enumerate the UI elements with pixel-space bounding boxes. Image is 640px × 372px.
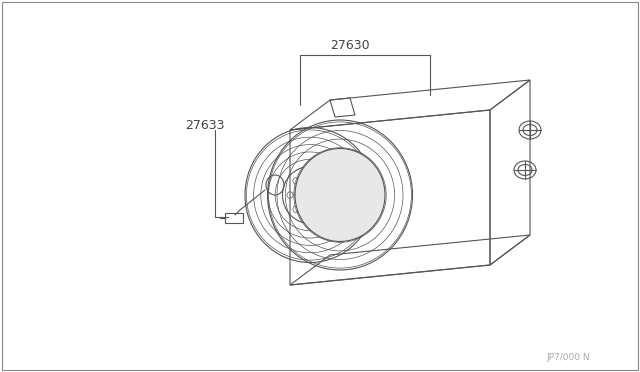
Text: 27630: 27630 [330,38,370,51]
Text: 27633: 27633 [185,119,225,131]
Bar [225,213,243,223]
Text: JP7/000 N: JP7/000 N [547,353,590,362]
Ellipse shape [295,148,385,241]
